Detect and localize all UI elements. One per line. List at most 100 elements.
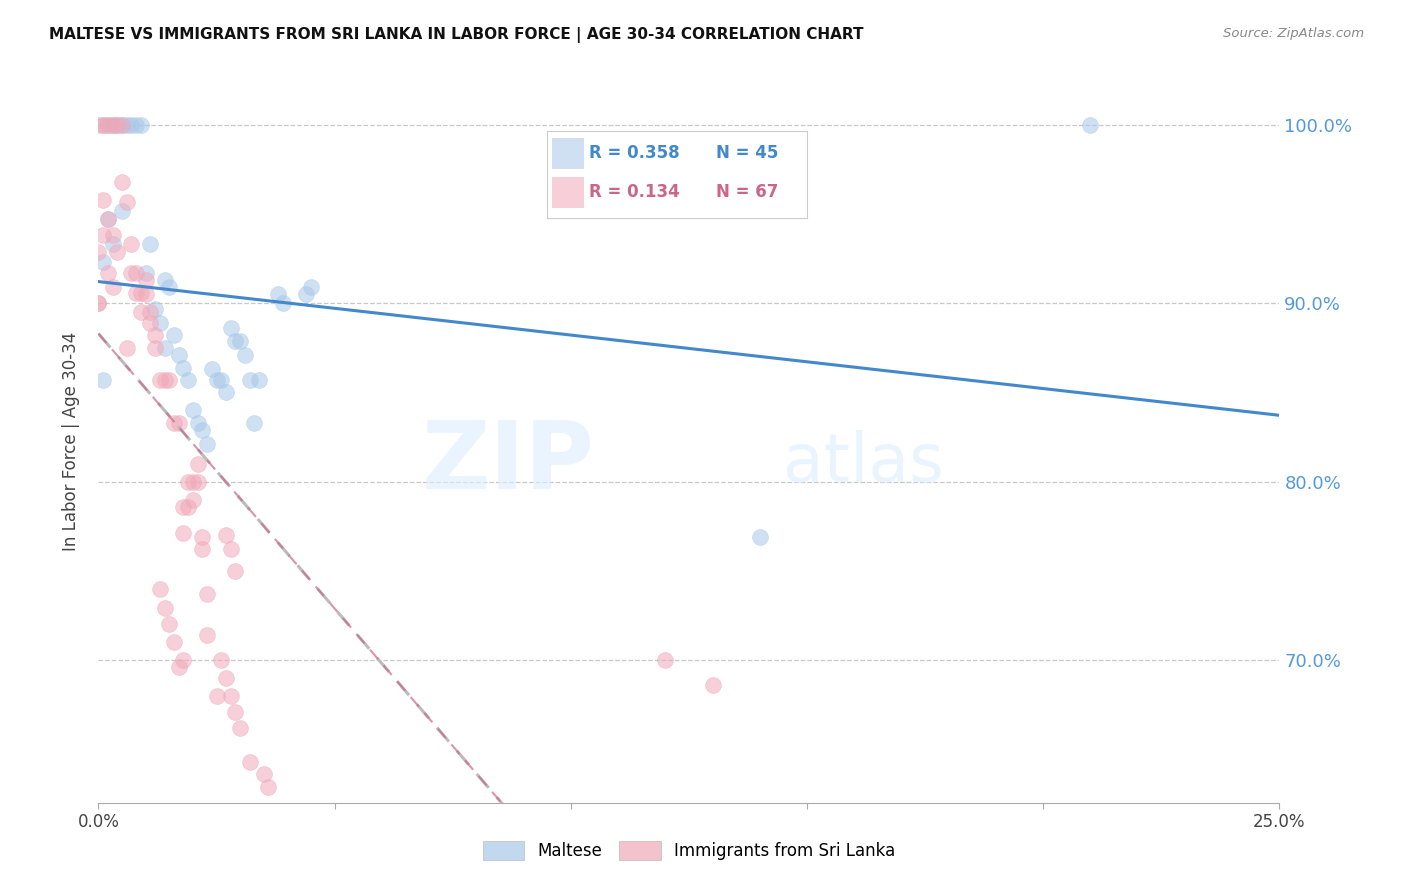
Point	[129, 118, 152, 132]
Point	[91, 118, 114, 132]
Point	[163, 328, 186, 343]
Point	[143, 341, 166, 355]
Point	[111, 118, 134, 132]
Text: MALTESE VS IMMIGRANTS FROM SRI LANKA IN LABOR FORCE | AGE 30-34 CORRELATION CHAR: MALTESE VS IMMIGRANTS FROM SRI LANKA IN …	[49, 27, 863, 43]
Point	[195, 437, 218, 451]
Point	[229, 721, 252, 735]
Point	[167, 660, 190, 674]
Text: atlas: atlas	[783, 430, 945, 496]
Point	[153, 273, 176, 287]
Point	[97, 118, 120, 132]
Point	[205, 689, 228, 703]
Point	[115, 194, 138, 209]
Point	[172, 653, 194, 667]
Point	[153, 341, 176, 355]
Point	[167, 416, 190, 430]
Point	[233, 348, 256, 362]
Point	[135, 273, 157, 287]
Point	[87, 118, 110, 132]
Point	[205, 373, 228, 387]
Point	[253, 767, 276, 781]
Point	[229, 334, 252, 348]
Point	[105, 118, 128, 132]
Point	[153, 601, 176, 615]
Point	[125, 285, 148, 300]
Point	[149, 582, 172, 596]
Point	[97, 212, 120, 227]
Point	[149, 316, 172, 330]
Point	[153, 373, 176, 387]
Point	[91, 193, 114, 207]
Point	[239, 373, 262, 387]
Point	[215, 671, 238, 685]
Point	[239, 755, 262, 769]
Point	[135, 287, 157, 301]
Point	[1080, 118, 1102, 132]
Point	[201, 362, 224, 376]
Point	[135, 266, 157, 280]
Point	[172, 500, 194, 514]
Point	[115, 341, 138, 355]
Point	[101, 118, 124, 132]
Point	[215, 528, 238, 542]
Point	[121, 237, 143, 252]
Point	[125, 118, 148, 132]
Point	[115, 118, 138, 132]
Point	[267, 287, 290, 301]
Point	[247, 373, 270, 387]
Point	[191, 423, 214, 437]
Point	[91, 118, 114, 132]
Point	[91, 228, 114, 243]
Point	[219, 321, 242, 335]
Point	[224, 564, 246, 578]
Y-axis label: In Labor Force | Age 30-34: In Labor Force | Age 30-34	[62, 332, 80, 551]
Point	[187, 416, 209, 430]
Point	[105, 244, 128, 259]
Point	[271, 296, 294, 310]
Point	[195, 628, 218, 642]
Point	[748, 530, 770, 544]
Point	[191, 530, 214, 544]
Point	[163, 416, 186, 430]
Point	[101, 118, 124, 132]
Point	[224, 334, 246, 348]
Point	[87, 244, 110, 259]
Point	[111, 203, 134, 218]
Point	[215, 385, 238, 400]
Point	[654, 653, 676, 667]
Point	[299, 280, 322, 294]
Point	[224, 705, 246, 719]
Point	[121, 118, 143, 132]
Point	[177, 373, 200, 387]
Point	[97, 118, 120, 132]
Point	[101, 280, 124, 294]
Point	[257, 780, 280, 794]
Point	[195, 587, 218, 601]
Point	[295, 287, 318, 301]
Point	[181, 492, 204, 507]
Text: Source: ZipAtlas.com: Source: ZipAtlas.com	[1223, 27, 1364, 40]
Point	[139, 305, 162, 319]
Point	[219, 689, 242, 703]
Point	[97, 266, 120, 280]
Point	[91, 373, 114, 387]
Point	[143, 301, 166, 316]
Point	[177, 500, 200, 514]
Point	[97, 212, 120, 227]
Point	[129, 305, 152, 319]
Point	[139, 237, 162, 252]
Point	[121, 266, 143, 280]
Point	[91, 255, 114, 269]
Point	[181, 403, 204, 417]
Point	[209, 653, 232, 667]
Point	[702, 678, 724, 692]
Point	[111, 175, 134, 189]
Point	[181, 475, 204, 489]
Point	[187, 457, 209, 471]
Point	[157, 280, 180, 294]
Point	[105, 118, 128, 132]
Point	[139, 316, 162, 330]
Point	[157, 373, 180, 387]
Point	[87, 296, 110, 310]
Point	[172, 360, 194, 375]
